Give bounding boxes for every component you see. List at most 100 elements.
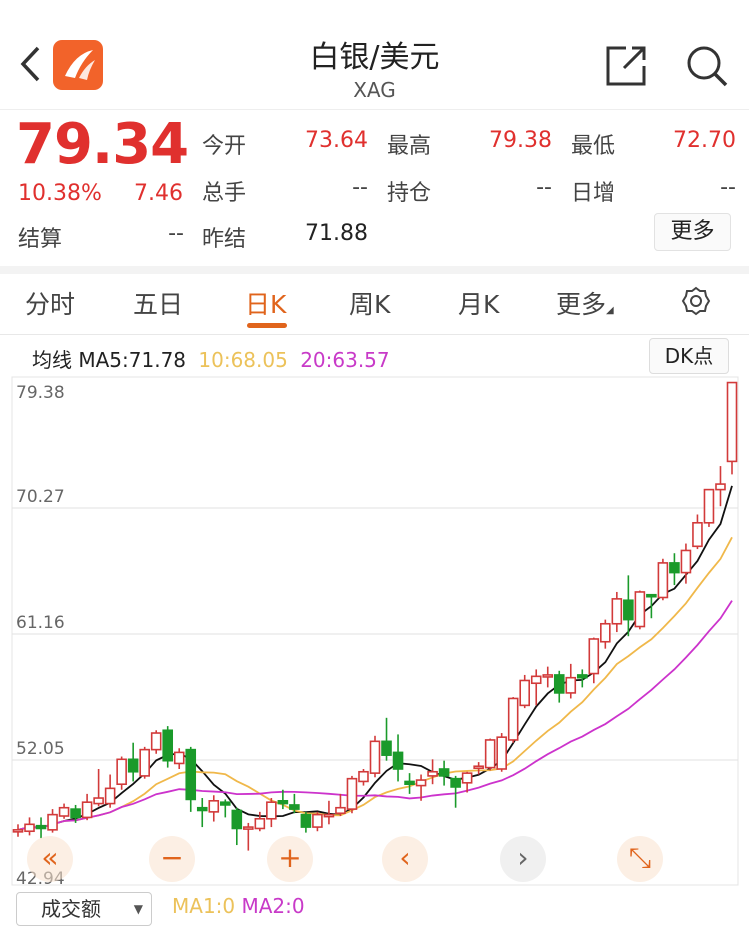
candle-body: [300, 813, 312, 828]
y-tick-label: 79.38: [16, 383, 65, 403]
candle: [243, 822, 254, 851]
candle-body: [243, 826, 254, 830]
candle: [692, 514, 703, 550]
candle-body: [116, 758, 127, 786]
candle: [139, 746, 150, 779]
tab-weekly-k[interactable]: 周K: [349, 290, 391, 319]
candle: [58, 803, 70, 819]
tab-intraday[interactable]: 分时: [25, 290, 76, 319]
candle: [369, 735, 381, 778]
share-icon[interactable]: [604, 44, 648, 88]
fullscreen-icon: ⤡: [628, 841, 652, 874]
candle-body: [150, 732, 162, 751]
ma-legend: 均线 MA5:71.78 10:68.05 20:63.57: [32, 344, 390, 373]
candle: [231, 807, 243, 846]
candle: [404, 773, 415, 794]
dropdown-triangle-icon: ◢: [606, 305, 614, 316]
candle: [35, 817, 47, 839]
candle-body: [588, 638, 600, 675]
candle: [715, 466, 726, 507]
candle-body: [634, 591, 646, 628]
more-quote-button[interactable]: 更多: [654, 213, 731, 251]
high-value: 79.38: [489, 128, 552, 153]
candle-body: [427, 770, 438, 777]
dk-point-button[interactable]: DK点: [649, 338, 729, 374]
candle-body: [12, 829, 24, 833]
tab-daily-k[interactable]: 日K: [245, 290, 287, 319]
chevron-left-icon[interactable]: [18, 44, 42, 84]
candle-body: [35, 824, 47, 830]
candle: [116, 756, 127, 790]
next-button[interactable]: ›: [500, 836, 546, 882]
candle: [219, 799, 231, 818]
active-tab-indicator: [247, 323, 287, 328]
prev-button[interactable]: ‹: [382, 836, 428, 882]
candle: [726, 381, 738, 475]
zoom-in-button[interactable]: +: [267, 836, 313, 882]
candle-body: [381, 740, 392, 756]
candle: [358, 768, 369, 786]
candle-body: [438, 768, 450, 777]
search-icon[interactable]: [685, 44, 729, 88]
candle-body: [484, 739, 496, 769]
candle-body: [81, 801, 93, 819]
dropdown-arrow-icon: ▼: [133, 902, 143, 916]
tab-monthly-k[interactable]: 月K: [458, 290, 500, 319]
candle-body: [680, 549, 692, 574]
candle-body: [358, 770, 369, 783]
candle-body: [553, 674, 565, 694]
ma5-value: MA5:71.78: [78, 348, 187, 372]
change-percent: 10.38%: [18, 181, 102, 206]
settlement-label: 结算: [18, 227, 63, 252]
candle: [208, 795, 220, 822]
candle: [576, 669, 588, 688]
candle-body: [139, 748, 150, 777]
gear-icon[interactable]: [680, 285, 712, 317]
candle: [565, 663, 577, 699]
candle-body: [185, 748, 197, 801]
candle: [438, 760, 450, 786]
symbol-code: XAG: [353, 78, 396, 102]
candle: [47, 809, 58, 833]
ma20-value: 20:63.57: [300, 348, 390, 372]
y-tick-label: 52.05: [16, 739, 65, 759]
candle: [553, 670, 565, 703]
candle-body: [208, 800, 220, 813]
candle-body: [24, 823, 35, 833]
candle: [81, 793, 93, 821]
volume-indicator-select[interactable]: 成交额 ▼: [16, 892, 152, 926]
candle: [150, 730, 162, 754]
candle-body: [47, 813, 58, 831]
candle-body: [611, 598, 623, 625]
volume-ma1: MA1:0: [172, 894, 236, 918]
candle-body: [565, 676, 577, 694]
tab-more[interactable]: 更多◢: [556, 285, 614, 321]
daily-increase-label: 日增: [571, 181, 616, 206]
candle-body: [289, 804, 300, 810]
candle-body: [542, 674, 554, 678]
tab-five-day[interactable]: 五日: [133, 290, 184, 319]
last-price: 79.34: [16, 112, 189, 177]
candle-body: [576, 674, 588, 679]
scroll-left-icon: «: [41, 841, 59, 874]
fullscreen-button[interactable]: ⤡: [617, 836, 663, 882]
scroll-left-button[interactable]: «: [27, 836, 73, 882]
candle: [254, 811, 266, 832]
zoom-out-icon: −: [160, 841, 184, 874]
candle-body: [496, 736, 507, 770]
open-label: 今开: [202, 134, 247, 159]
candle: [162, 726, 174, 768]
settlement-value: --: [168, 221, 184, 246]
open-value: 73.64: [305, 128, 368, 153]
candle: [588, 637, 600, 684]
candle: [127, 742, 139, 782]
candle-body: [600, 622, 611, 643]
candle-body: [104, 787, 116, 805]
ma-legend-prefix: 均线: [32, 348, 72, 372]
candle-body: [127, 758, 139, 773]
candle-body: [173, 751, 185, 765]
zoom-out-button[interactable]: −: [149, 836, 195, 882]
candle-body: [519, 679, 531, 707]
candle: [381, 717, 392, 761]
